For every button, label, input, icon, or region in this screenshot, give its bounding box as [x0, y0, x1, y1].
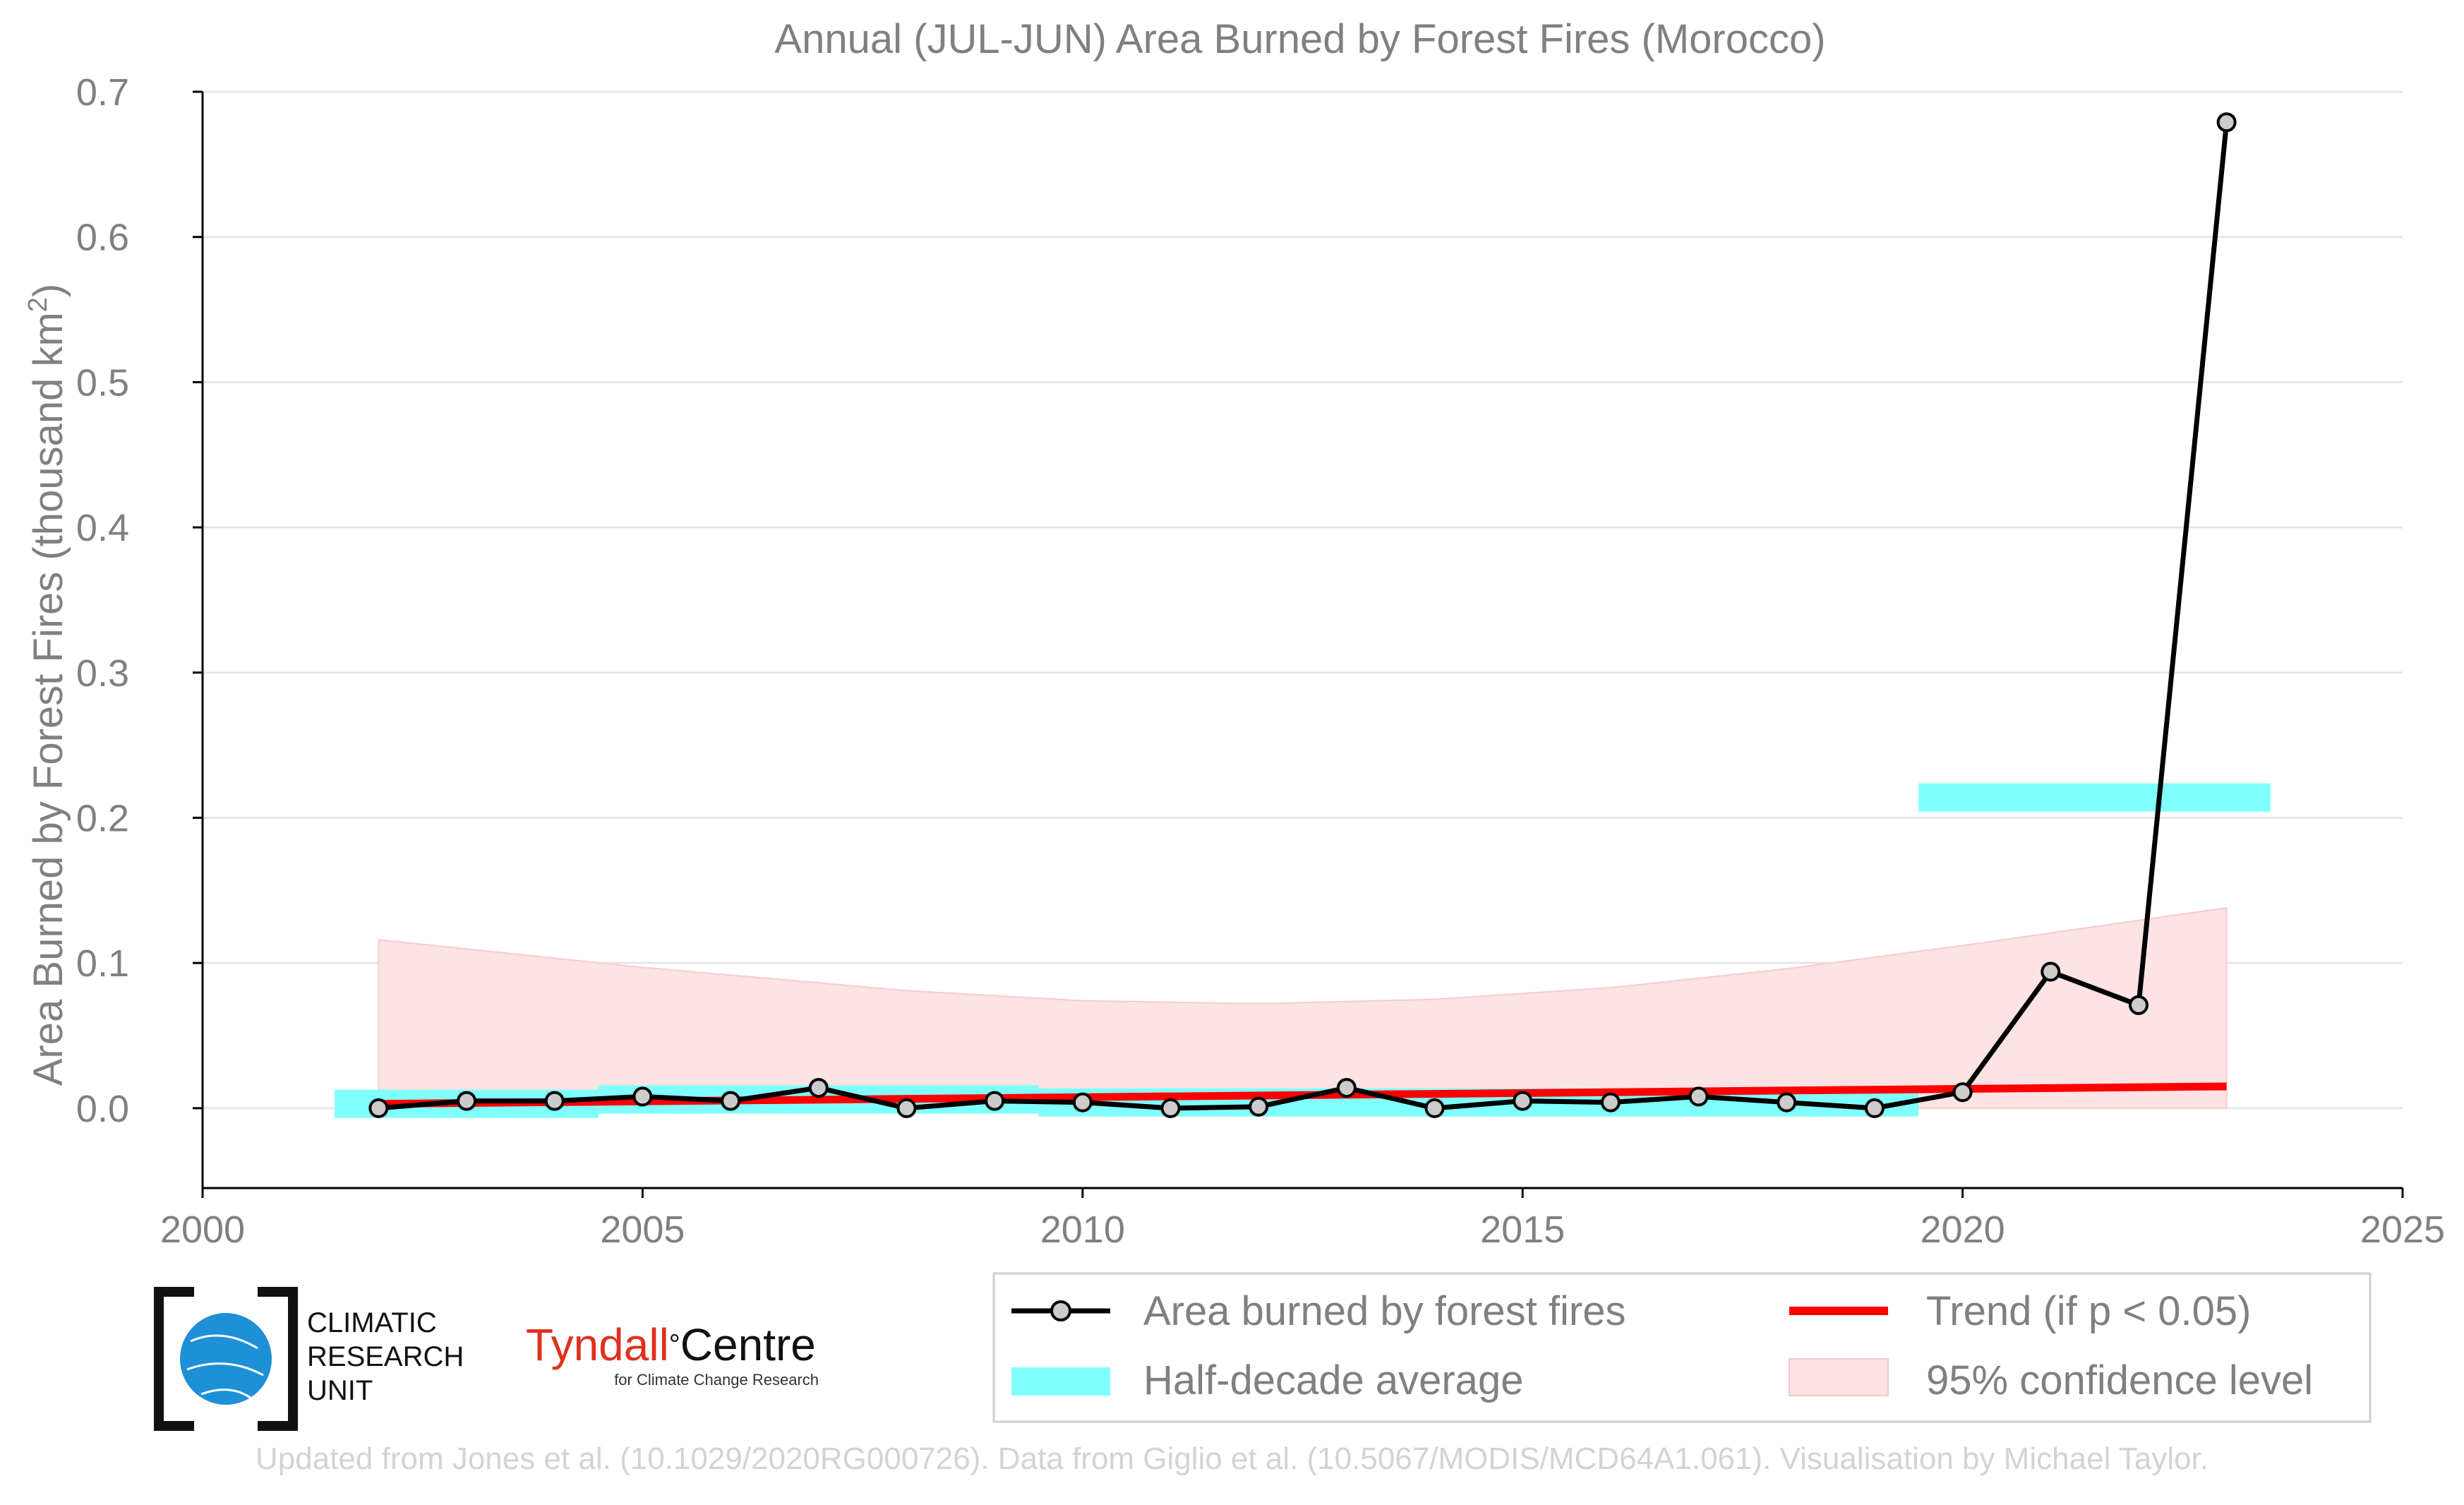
- data-point: [2216, 112, 2237, 133]
- y-tick-label: 0.4: [76, 507, 129, 549]
- data-point: [896, 1098, 917, 1118]
- y-tick-label: 0.3: [76, 652, 129, 695]
- legend-item-half-decade: Half-decade average: [1011, 1357, 1523, 1403]
- legend-label-confidence: 95% confidence level: [1926, 1357, 2313, 1403]
- legend-item-trend: Trend (if p < 0.05): [1789, 1288, 2251, 1334]
- tyndall-wordmark: Tyndall°Centre: [526, 1320, 865, 1369]
- tick-labels: 0.0 0.1 0.2 0.3 0.4 0.5 0.6 0.7 2000 2005 2010 2015…: [76, 71, 2445, 1251]
- cru-logo: CLIMATIC RESEARCH UNIT: [152, 1285, 519, 1433]
- footer-credit: Updated from Jones et al. (10.1029/2020R…: [256, 1441, 2208, 1476]
- data-point: [1072, 1092, 1093, 1113]
- y-tick-label: 0.6: [76, 217, 129, 259]
- data-point: [1160, 1098, 1181, 1118]
- data-point: [1688, 1086, 1709, 1107]
- data-point: [1777, 1092, 1797, 1113]
- legend-half-decade-swatch: [1011, 1367, 1110, 1396]
- legend-box: [992, 1272, 2372, 1423]
- legend: Area burned by forest fires Half-decade …: [992, 1272, 2372, 1423]
- data-point: [2128, 995, 2149, 1015]
- data-point: [368, 1098, 389, 1118]
- data-point: [544, 1091, 565, 1111]
- data-point: [632, 1086, 653, 1107]
- x-tick-label: 2010: [1040, 1209, 1125, 1251]
- tyndall-subtitle: for Climate Change Research: [614, 1371, 819, 1389]
- confidence-area: [378, 906, 2228, 1109]
- y-tick-label: 0.7: [76, 71, 129, 114]
- data-point: [721, 1091, 741, 1111]
- series-line: [378, 121, 2230, 1111]
- cru-logo-text: CLIMATIC RESEARCH UNIT: [307, 1307, 464, 1406]
- series-group: [368, 112, 2237, 1118]
- data-point: [808, 1078, 829, 1098]
- data-point: [985, 1091, 1005, 1111]
- legend-item-line: Area burned by forest fires: [1011, 1288, 1625, 1334]
- tyndall-degree: °: [668, 1329, 680, 1360]
- tyndall-word: Tyndall: [526, 1319, 669, 1370]
- x-tick-label: 2025: [2360, 1209, 2445, 1251]
- y-axis-label: Area Burned by Forest Fires (thousand km…: [23, 284, 71, 1086]
- legend-marker-swatch: [1050, 1300, 1071, 1321]
- legend-label-half-decade: Half-decade average: [1143, 1357, 1523, 1403]
- legend-confidence-swatch: [1789, 1358, 1889, 1396]
- x-tick-label: 2015: [1480, 1209, 1565, 1251]
- y-tick-label: 0.0: [76, 1088, 129, 1130]
- x-tick-label: 2020: [1921, 1209, 2005, 1251]
- tyndall-logo: Tyndall°Centre for Climate Change Resear…: [526, 1320, 865, 1405]
- data-point: [1864, 1098, 1885, 1118]
- legend-label-trend: Trend (if p < 0.05): [1926, 1288, 2251, 1334]
- legend-label-line: Area burned by forest fires: [1143, 1288, 1625, 1334]
- y-tick-label: 0.5: [76, 361, 129, 404]
- axes: [193, 90, 2404, 1198]
- chart-title: Annual (JUL-JUN) Area Burned by Forest F…: [774, 16, 1825, 62]
- tyndall-centre: Centre: [680, 1319, 816, 1370]
- half-decade-bar: [1918, 783, 2271, 812]
- x-tick-label: 2005: [600, 1209, 685, 1251]
- data-point: [1424, 1098, 1445, 1118]
- data-point: [2041, 961, 2061, 982]
- data-point: [457, 1091, 477, 1111]
- data-point: [1249, 1096, 1269, 1117]
- data-point: [1513, 1091, 1533, 1111]
- data-point: [1952, 1082, 1973, 1103]
- x-tick-label: 2000: [160, 1209, 245, 1251]
- data-point: [1336, 1078, 1357, 1098]
- y-tick-label: 0.2: [76, 797, 129, 839]
- cru-globe-icon: [154, 1287, 298, 1431]
- y-tick-label: 0.1: [76, 942, 129, 985]
- legend-item-confidence: 95% confidence level: [1789, 1357, 2313, 1403]
- confidence-band: [378, 906, 2228, 1109]
- data-point: [1600, 1092, 1621, 1113]
